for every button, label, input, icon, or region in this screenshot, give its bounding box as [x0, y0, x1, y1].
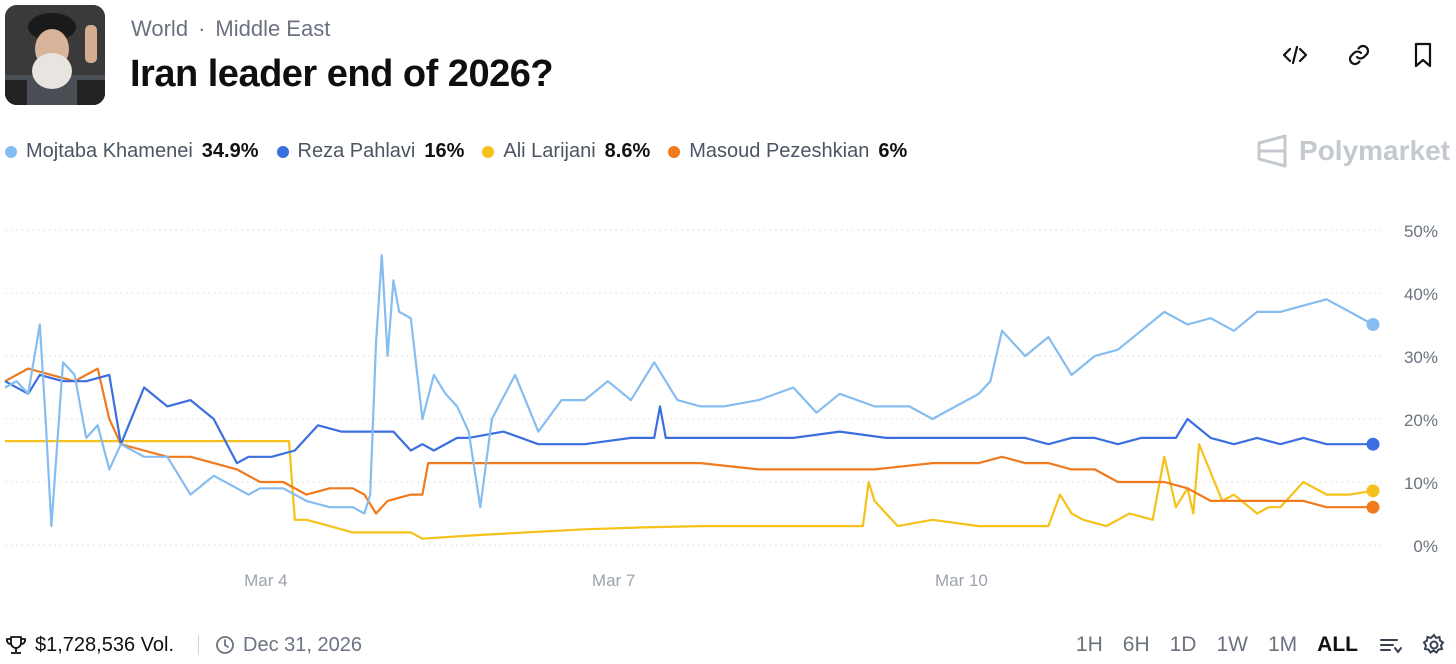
clock-icon — [216, 636, 234, 654]
x-tick-label: Mar 7 — [592, 571, 635, 590]
breadcrumb: World · Middle East — [131, 16, 330, 42]
polymarket-logo-icon — [1257, 134, 1287, 168]
range-1m[interactable]: 1M — [1267, 633, 1298, 656]
embed-button[interactable] — [1282, 38, 1308, 72]
range-1d[interactable]: 1D — [1169, 633, 1197, 656]
trophy-icon — [6, 636, 26, 654]
range-all[interactable]: ALL — [1317, 633, 1358, 656]
chart-legend: Mojtaba Khamenei 34.9% Reza Pahlavi 16% … — [5, 140, 925, 163]
market-title: Iran leader end of 2026? — [130, 53, 554, 95]
y-tick-label: 50% — [1404, 222, 1438, 241]
time-range-selector: 1H 6H 1D 1W 1M ALL — [1076, 630, 1446, 660]
series-line — [4, 373, 1373, 465]
settings-button[interactable] — [1422, 633, 1446, 657]
embed-icon — [1282, 45, 1308, 65]
legend-swatch — [5, 145, 17, 158]
legend-swatch — [482, 145, 495, 158]
series-end-dot — [1366, 500, 1380, 514]
y-tick-label: 20% — [1404, 411, 1438, 430]
copy-link-button[interactable] — [1346, 38, 1372, 72]
breadcrumb-world[interactable]: World — [131, 16, 189, 41]
series-end-dot — [1366, 318, 1380, 331]
legend-value: 6% — [878, 140, 908, 162]
legend-item[interactable]: Reza Pahlavi 16% — [276, 140, 465, 163]
series-line — [4, 367, 1373, 515]
link-icon — [1348, 44, 1370, 66]
footer-divider — [198, 635, 200, 655]
volume: $1,728,536 Vol. — [5, 634, 174, 657]
legend-name: Reza Pahlavi — [297, 140, 416, 162]
legend-swatch — [668, 145, 681, 158]
range-1w[interactable]: 1W — [1216, 633, 1248, 656]
breadcrumb-separator: · — [198, 16, 206, 41]
volume-value: $1,728,536 Vol. — [35, 633, 175, 656]
end-date: Dec 31, 2026 — [215, 634, 362, 657]
legend-value: 34.9% — [201, 140, 259, 162]
legend-value: 16% — [424, 140, 465, 162]
series-end-dot — [1366, 437, 1380, 451]
legend-item[interactable]: Masoud Pezeshkian 6% — [668, 140, 907, 163]
bookmark-icon — [1414, 42, 1432, 68]
legend-item[interactable]: Ali Larijani 8.6% — [482, 140, 650, 163]
range-1h[interactable]: 1H — [1075, 633, 1103, 656]
filter-lines-icon — [1380, 639, 1402, 654]
range-6h[interactable]: 6H — [1122, 633, 1150, 656]
gear-icon — [1422, 633, 1445, 654]
filter-button[interactable] — [1378, 634, 1402, 656]
y-tick-label: 10% — [1404, 474, 1438, 493]
price-chart[interactable]: 0% 10% 20% 30% 40% 50% Mar 4 Mar 7 Mar 10 — [0, 200, 1456, 600]
legend-name: Masoud Pezeshkian — [689, 140, 870, 162]
brand-name: Polymarket — [1299, 135, 1450, 166]
series-end-dot — [1366, 484, 1380, 498]
polymarket-watermark: Polymarket — [1255, 133, 1450, 169]
end-date-value: Dec 31, 2026 — [243, 633, 362, 656]
legend-value: 8.6% — [604, 140, 651, 162]
series-line — [4, 254, 1374, 528]
market-image — [5, 5, 105, 105]
bookmark-button[interactable] — [1410, 38, 1436, 72]
x-tick-label: Mar 10 — [935, 571, 988, 590]
y-tick-label: 40% — [1404, 285, 1438, 304]
legend-swatch — [276, 145, 289, 158]
breadcrumb-middle-east[interactable]: Middle East — [215, 16, 331, 41]
y-tick-label: 0% — [1413, 537, 1438, 556]
header-actions — [1282, 38, 1436, 72]
series-line — [5, 440, 1374, 540]
market-footer: $1,728,536 Vol. Dec 31, 2026 1H 6H 1D 1W… — [5, 630, 1451, 660]
y-tick-label: 30% — [1404, 348, 1438, 367]
legend-item[interactable]: Mojtaba Khamenei 34.9% — [5, 140, 259, 163]
x-tick-label: Mar 4 — [244, 571, 287, 590]
legend-name: Mojtaba Khamenei — [26, 140, 193, 162]
legend-name: Ali Larijani — [503, 140, 596, 162]
